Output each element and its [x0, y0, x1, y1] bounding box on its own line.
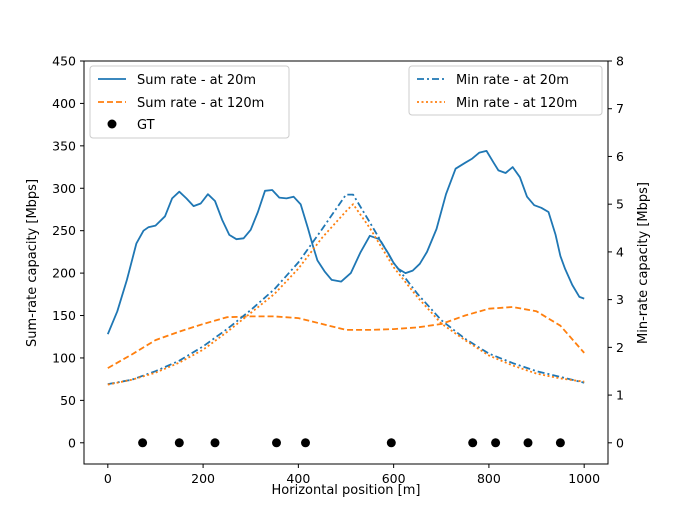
- series-layer: [106, 149, 585, 448]
- gt-marker: [555, 438, 565, 448]
- y-axis-left: 0 50 100 150 200 250 300 350 400 450: [52, 54, 84, 450]
- gt-marker: [386, 438, 396, 448]
- x-axis-label: Horizontal position [m]: [272, 483, 421, 498]
- plot-frame: [83, 60, 609, 465]
- y-left-tick-label: 200: [52, 266, 76, 281]
- y-right-tick-label: 5: [616, 197, 624, 212]
- gt-marker: [523, 438, 533, 448]
- series-line-2: [107, 306, 585, 369]
- series-line-3: [107, 193, 585, 385]
- y-right-tick-label: 6: [616, 149, 624, 164]
- y-left-tick-label: 250: [52, 223, 76, 238]
- x-tick-label: 200: [191, 471, 215, 486]
- legend-left: Sum rate - at 20m Sum rate - at 120m GT: [89, 65, 290, 139]
- y-left-tick-label: 0: [68, 435, 76, 450]
- x-tick-label: 800: [477, 471, 501, 486]
- y-right-tick-label: 0: [616, 435, 624, 450]
- x-tick-label: 600: [382, 471, 406, 486]
- x-axis: 0 200 400 600 800 1000: [104, 464, 600, 486]
- legend-right-frame: [408, 65, 603, 116]
- y-axis-left-label: Sum-rate capacity [Mbps]: [25, 179, 40, 347]
- x-tick-label: 0: [104, 471, 112, 486]
- y-left-tick-label: 100: [52, 350, 76, 365]
- legend-left-frame: [89, 65, 290, 139]
- y-left-tick-label: 150: [52, 308, 76, 323]
- series-line-4: [107, 203, 585, 386]
- y-left-tick-label: 350: [52, 138, 76, 153]
- legend-label-sum-20: Sum rate - at 20m: [137, 73, 256, 88]
- gt-marker: [272, 438, 281, 448]
- y-left-tick-label: 300: [52, 181, 76, 196]
- y-right-tick-label: 8: [616, 54, 624, 69]
- legend-right: Min rate - at 20m Min rate - at 120m: [408, 65, 603, 116]
- gt-marker: [138, 438, 148, 448]
- y-axis-right: 0 1 2 3 4 5 6 7 8: [608, 54, 624, 450]
- gt-marker: [301, 438, 310, 448]
- legend-label-min-20: Min rate - at 20m: [456, 73, 569, 88]
- gt-marker: [468, 438, 478, 448]
- y-right-tick-label: 4: [616, 244, 624, 259]
- series-line-1: [106, 149, 585, 335]
- y-left-tick-label: 450: [52, 54, 76, 69]
- gt-marker: [491, 438, 501, 448]
- y-axis-right-label: Min-rate capacity [Mbps]: [636, 182, 651, 344]
- x-tick-label: 1000: [568, 471, 600, 486]
- x-tick-label: 400: [286, 471, 310, 486]
- legend-label-min-120: Min rate - at 120m: [456, 96, 577, 111]
- plot-area: 0 50 100 150 200 250 300 350 400 450 0 1 2 3 4 5 6 7 8 0 2…: [52, 54, 624, 487]
- y-right-tick-label: 2: [616, 340, 624, 355]
- legend-swatch-gt: [107, 119, 117, 129]
- gt-marker: [174, 438, 184, 448]
- y-left-tick-label: 400: [52, 96, 76, 111]
- y-right-tick-label: 1: [616, 388, 624, 403]
- legend-label-gt: GT: [137, 118, 155, 133]
- legend-label-sum-120: Sum rate - at 120m: [137, 96, 264, 111]
- gt-marker: [210, 438, 220, 448]
- y-right-tick-label: 7: [616, 101, 624, 116]
- y-right-tick-label: 3: [616, 292, 624, 307]
- y-left-tick-label: 50: [60, 393, 76, 408]
